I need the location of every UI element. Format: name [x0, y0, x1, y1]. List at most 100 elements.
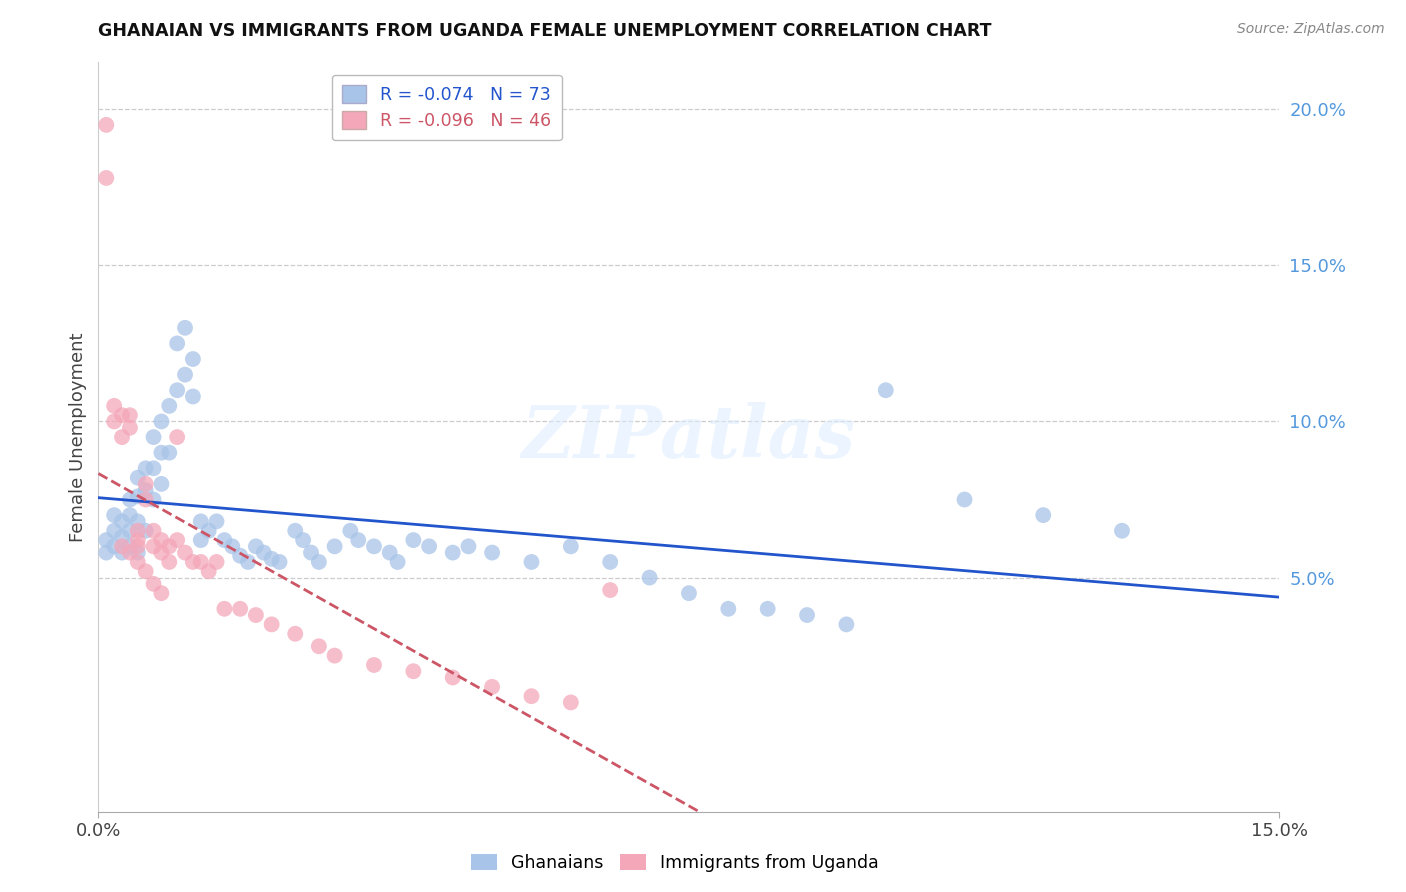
Point: [135, 492, 157, 507]
Point: [717, 601, 740, 615]
Text: ZIPatlas: ZIPatlas: [522, 401, 856, 473]
Point: [127, 470, 149, 484]
Point: [260, 551, 283, 566]
Point: [796, 608, 818, 623]
Point: [150, 414, 173, 428]
Point: [292, 533, 315, 547]
Point: [197, 565, 219, 579]
Point: [111, 545, 134, 560]
Y-axis label: Female Unemployment: Female Unemployment: [69, 333, 87, 541]
Point: [96, 545, 118, 560]
Point: [118, 524, 141, 538]
Point: [96, 533, 118, 547]
Point: [111, 530, 134, 544]
Point: [402, 664, 425, 678]
Point: [245, 608, 267, 623]
Point: [221, 539, 243, 553]
Point: [142, 430, 165, 444]
Point: [157, 539, 180, 553]
Point: [229, 601, 252, 615]
Point: [308, 639, 330, 653]
Point: [135, 524, 157, 538]
Point: [135, 461, 157, 475]
Point: [1032, 508, 1054, 523]
Point: [150, 446, 173, 460]
Point: [260, 617, 283, 632]
Point: [127, 489, 149, 503]
Point: [103, 399, 125, 413]
Point: [756, 601, 779, 615]
Point: [457, 539, 479, 553]
Point: [142, 576, 165, 591]
Point: [103, 414, 125, 428]
Point: [103, 524, 125, 538]
Point: [214, 601, 236, 615]
Point: [166, 430, 188, 444]
Point: [236, 555, 259, 569]
Point: [205, 555, 228, 569]
Point: [111, 430, 134, 444]
Point: [127, 524, 149, 538]
Point: [150, 545, 173, 560]
Point: [166, 384, 188, 398]
Point: [378, 545, 401, 560]
Point: [142, 524, 165, 538]
Point: [953, 492, 976, 507]
Point: [387, 555, 409, 569]
Point: [284, 524, 307, 538]
Point: [157, 555, 180, 569]
Point: [166, 336, 188, 351]
Point: [111, 514, 134, 528]
Text: GHANAIAN VS IMMIGRANTS FROM UGANDA FEMALE UNEMPLOYMENT CORRELATION CHART: GHANAIAN VS IMMIGRANTS FROM UGANDA FEMAL…: [98, 22, 991, 40]
Point: [142, 492, 165, 507]
Point: [599, 555, 621, 569]
Point: [214, 533, 236, 547]
Point: [599, 583, 621, 598]
Point: [118, 492, 141, 507]
Point: [96, 171, 118, 186]
Point: [111, 409, 134, 423]
Point: [166, 533, 188, 547]
Point: [190, 533, 212, 547]
Point: [150, 476, 173, 491]
Point: [560, 696, 582, 710]
Point: [441, 671, 464, 685]
Point: [118, 545, 141, 560]
Point: [190, 555, 212, 569]
Point: [402, 533, 425, 547]
Point: [111, 539, 134, 553]
Point: [135, 565, 157, 579]
Point: [135, 483, 157, 498]
Point: [142, 461, 165, 475]
Point: [103, 539, 125, 553]
Point: [197, 524, 219, 538]
Point: [245, 539, 267, 553]
Point: [103, 508, 125, 523]
Legend: Ghanaians, Immigrants from Uganda: Ghanaians, Immigrants from Uganda: [464, 847, 886, 879]
Point: [118, 409, 141, 423]
Point: [253, 545, 276, 560]
Point: [142, 539, 165, 553]
Point: [181, 351, 204, 366]
Point: [481, 545, 503, 560]
Point: [418, 539, 440, 553]
Point: [229, 549, 252, 563]
Point: [127, 533, 149, 547]
Point: [118, 420, 141, 434]
Point: [181, 389, 204, 403]
Point: [127, 514, 149, 528]
Point: [150, 586, 173, 600]
Point: [174, 320, 197, 334]
Legend: R = -0.074   N = 73, R = -0.096   N = 46: R = -0.074 N = 73, R = -0.096 N = 46: [332, 75, 562, 140]
Point: [308, 555, 330, 569]
Point: [118, 539, 141, 553]
Point: [157, 446, 180, 460]
Point: [441, 545, 464, 560]
Point: [299, 545, 322, 560]
Point: [347, 533, 370, 547]
Point: [157, 399, 180, 413]
Point: [323, 648, 346, 663]
Point: [181, 555, 204, 569]
Point: [638, 571, 661, 585]
Point: [339, 524, 361, 538]
